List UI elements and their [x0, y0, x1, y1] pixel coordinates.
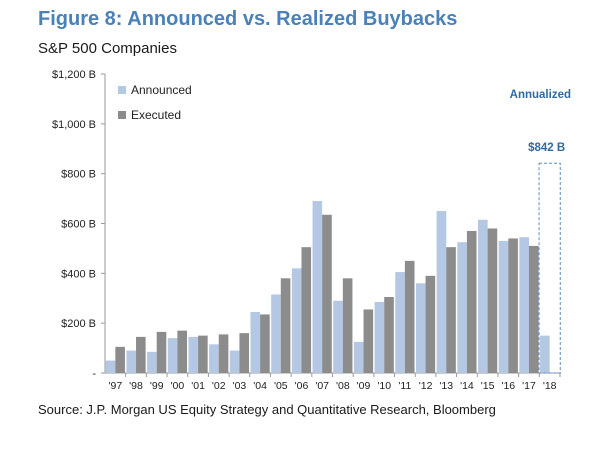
bar-executed-17 — [466, 230, 477, 373]
x-tick-label: '07 — [315, 380, 329, 392]
bar-executed-0 — [115, 346, 125, 373]
y-tick-label: $800 B — [61, 169, 96, 181]
bar-executed-10 — [322, 214, 332, 373]
x-tick-label: '15 — [481, 380, 495, 392]
x-tick-label: '17 — [522, 380, 536, 392]
x-tick-label: '11 — [398, 380, 411, 392]
x-tick-label: '18 — [543, 380, 557, 392]
legend-swatch-executed — [118, 111, 126, 119]
y-tick-label: $1,000 B — [52, 119, 96, 131]
bar-executed-12 — [363, 309, 374, 373]
bar-announced-7 — [250, 311, 261, 373]
annotation-annualized: Annualized — [510, 89, 571, 101]
x-tick-label: '99 — [150, 380, 164, 392]
y-tick-labels: - $200 B $400 B $600 B $800 B $1,000 B $1,200 … — [52, 69, 96, 380]
bar-executed-1 — [136, 336, 146, 373]
y-tick-label: $600 B — [61, 219, 96, 231]
bar-announced-10 — [312, 201, 323, 373]
bar-announced-4 — [188, 336, 199, 373]
bar-executed-7 — [260, 314, 270, 373]
y-tick-label: $1,200 B — [52, 69, 96, 81]
x-tick-labels: '97 '98 '99 '00 '01 '02 '03 '04 '05 '06 '07 '08 '09 '… — [108, 380, 556, 392]
bar-announced-20 — [519, 237, 529, 373]
bar-executed-20 — [528, 245, 539, 373]
bar-executed-13 — [384, 297, 394, 373]
chart-title: Figure 8: Announced vs. Realized Buyback… — [38, 8, 458, 30]
annotation-842b-label: $842 B — [528, 142, 565, 154]
bar-executed-19 — [508, 238, 518, 373]
bar-executed-15 — [425, 275, 436, 373]
bar-announced-21 — [540, 335, 550, 373]
legend-label-executed: Executed — [131, 108, 181, 122]
bars — [105, 201, 550, 373]
bar-announced-2 — [147, 351, 157, 373]
chart-subtitle: S&P 500 Companies — [38, 40, 177, 57]
bar-announced-15 — [415, 283, 426, 373]
bar-announced-17 — [457, 242, 467, 373]
bar-executed-6 — [239, 333, 250, 373]
x-tick-label: '04 — [253, 380, 267, 392]
annotation-842b-dashed-box — [538, 162, 561, 374]
bar-announced-12 — [353, 341, 364, 373]
bar-announced-1 — [126, 350, 137, 373]
legend-swatch-announced — [118, 86, 126, 94]
annotations: Annualized $842 B — [510, 89, 571, 374]
bar-executed-8 — [280, 278, 291, 373]
legend: Announced Executed — [118, 83, 192, 122]
y-tick-label: $200 B — [61, 318, 96, 330]
y-tick-label: - — [92, 368, 96, 380]
bar-executed-11 — [342, 278, 353, 373]
bar-executed-16 — [446, 247, 456, 373]
bar-chart: '97 '98 '99 '00 '01 '02 '03 '04 '05 '06 '07 '08 '09 '… — [52, 69, 571, 392]
bar-announced-3 — [167, 338, 178, 373]
bar-announced-5 — [209, 344, 219, 373]
x-tick-label: '06 — [295, 380, 309, 392]
x-tick-label: '09 — [357, 380, 371, 392]
bar-executed-9 — [301, 247, 312, 373]
bar-announced-19 — [498, 240, 509, 373]
bar-announced-8 — [271, 294, 281, 373]
bar-announced-0 — [105, 360, 116, 373]
y-tick-label: $400 B — [61, 268, 96, 280]
bar-executed-14 — [404, 260, 415, 373]
x-tick-label: '02 — [212, 380, 226, 392]
legend-label-announced: Announced — [131, 83, 192, 97]
x-tick-label: '13 — [439, 380, 453, 392]
bar-announced-16 — [436, 211, 447, 373]
bar-announced-11 — [333, 300, 343, 373]
x-tick-label: '08 — [336, 380, 350, 392]
x-tick-label: '05 — [274, 380, 288, 392]
x-tick-label: '00 — [171, 380, 185, 392]
x-tick-label: '03 — [233, 380, 247, 392]
x-tick-label: '97 — [108, 380, 122, 392]
x-tick-label: '98 — [129, 380, 143, 392]
bar-announced-13 — [374, 301, 385, 373]
bar-executed-5 — [218, 334, 229, 373]
bar-announced-9 — [291, 268, 302, 373]
bar-announced-6 — [229, 350, 240, 373]
bar-announced-18 — [478, 219, 488, 373]
bar-executed-3 — [177, 330, 187, 373]
bar-executed-4 — [198, 335, 208, 373]
x-tick-label: '01 — [191, 380, 205, 392]
source-note: Source: J.P. Morgan US Equity Strategy a… — [38, 402, 496, 417]
x-tick-label: '16 — [501, 380, 515, 392]
bar-executed-18 — [487, 228, 498, 373]
x-tick-label: '12 — [419, 380, 433, 392]
bar-executed-2 — [156, 331, 167, 373]
x-tick-label: '10 — [377, 380, 391, 392]
bar-announced-14 — [395, 272, 405, 373]
x-tick-label: '14 — [460, 380, 474, 392]
